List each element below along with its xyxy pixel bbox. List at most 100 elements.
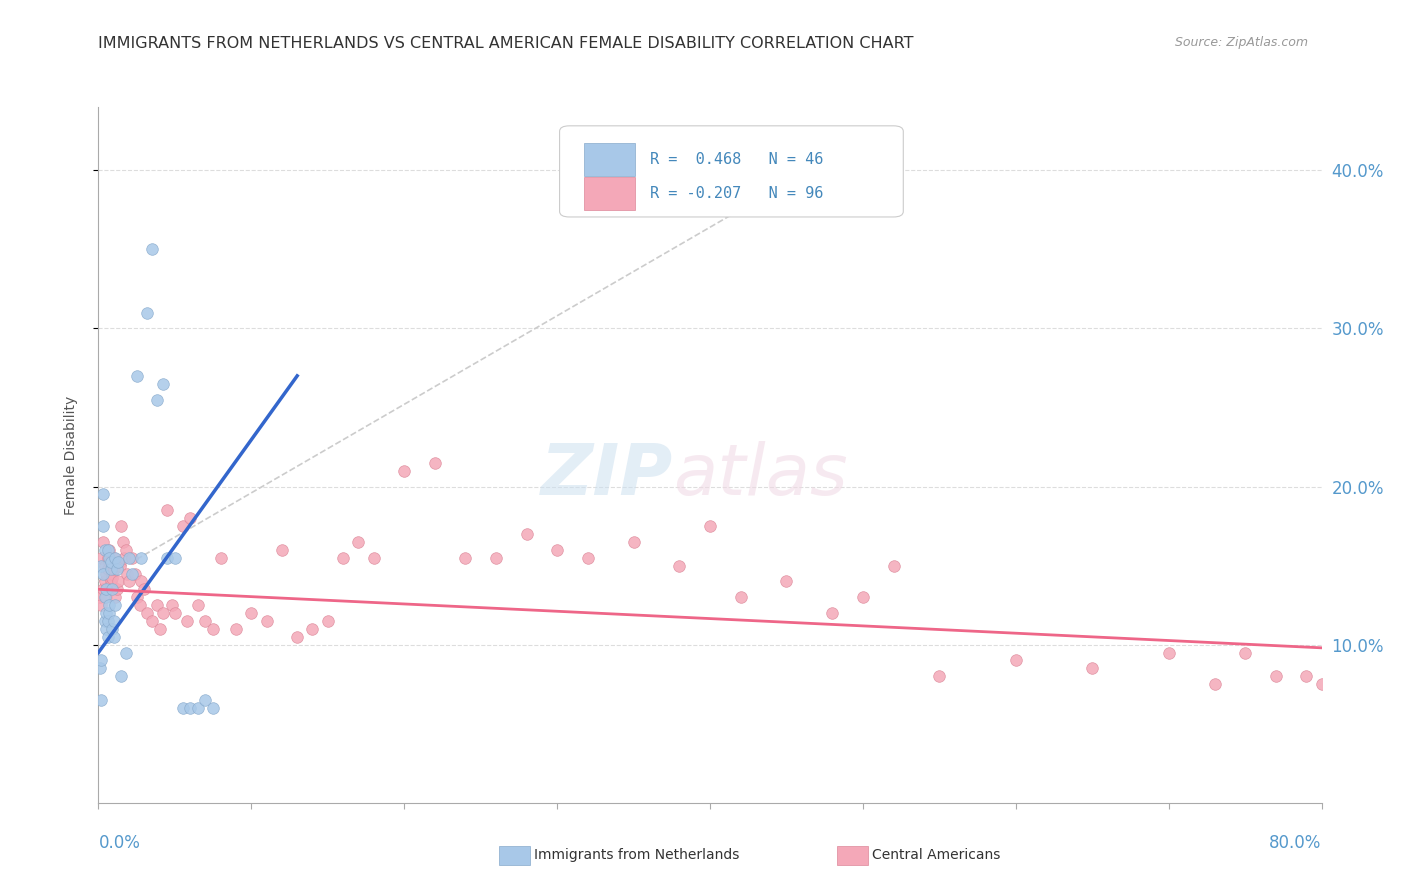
FancyBboxPatch shape <box>583 143 636 176</box>
Point <box>110 519 132 533</box>
Point <box>90 653 112 667</box>
Point <box>141 614 163 628</box>
Point <box>91 566 114 581</box>
Point <box>89 661 111 675</box>
Point <box>149 622 172 636</box>
Point <box>93 542 115 557</box>
Text: R = -0.207   N = 96: R = -0.207 N = 96 <box>650 186 824 202</box>
Point <box>100 574 122 589</box>
Point <box>97 542 120 557</box>
Text: 80.0%: 80.0% <box>1270 834 1322 852</box>
Point <box>347 534 370 549</box>
Point <box>240 606 263 620</box>
Point <box>187 598 209 612</box>
Point <box>110 669 132 683</box>
Point <box>100 562 122 576</box>
Point <box>156 503 179 517</box>
Point <box>1264 669 1286 683</box>
Point <box>821 606 844 620</box>
Point <box>202 701 225 715</box>
Point <box>202 622 225 636</box>
Point <box>1310 677 1333 691</box>
Point <box>1386 646 1406 660</box>
Point <box>576 550 599 565</box>
Point <box>141 243 163 257</box>
Point <box>103 630 125 644</box>
Point <box>103 562 125 576</box>
Point <box>101 622 124 636</box>
Point <box>332 550 354 565</box>
Point <box>118 574 141 589</box>
Text: ZIP: ZIP <box>541 442 673 510</box>
Point <box>623 534 645 549</box>
Point <box>156 550 179 565</box>
Point <box>98 606 121 620</box>
Point <box>668 558 690 573</box>
Point <box>97 630 120 644</box>
Point <box>107 556 129 570</box>
Point <box>121 566 143 581</box>
Point <box>194 614 217 628</box>
Point <box>516 527 538 541</box>
Point <box>98 556 121 570</box>
Point <box>94 582 117 597</box>
Point <box>172 701 194 715</box>
Point <box>94 591 117 605</box>
Point <box>136 305 159 319</box>
Point <box>1004 653 1026 667</box>
Point <box>316 614 339 628</box>
Point <box>108 558 131 573</box>
Point <box>1157 646 1180 660</box>
Point <box>775 574 797 589</box>
Point <box>1295 669 1317 683</box>
Point <box>928 669 950 683</box>
Text: R =  0.468   N = 46: R = 0.468 N = 46 <box>650 152 824 167</box>
Point <box>101 571 124 585</box>
Point <box>301 622 323 636</box>
Point <box>94 622 117 636</box>
Point <box>90 598 112 612</box>
Point <box>852 591 875 605</box>
Point <box>152 376 174 391</box>
Point <box>209 550 232 565</box>
Point <box>105 562 128 576</box>
Point <box>115 542 138 557</box>
Point <box>187 701 209 715</box>
Point <box>225 622 247 636</box>
Point <box>104 550 127 565</box>
Point <box>128 598 150 612</box>
Point <box>104 591 127 605</box>
Point <box>107 574 129 589</box>
Point <box>883 558 905 573</box>
Point <box>699 519 721 533</box>
FancyBboxPatch shape <box>583 178 636 211</box>
Point <box>256 614 278 628</box>
Point <box>118 550 141 565</box>
Point <box>90 693 112 707</box>
Point <box>91 534 114 549</box>
Point <box>546 542 568 557</box>
Text: atlas: atlas <box>673 442 848 510</box>
Point <box>93 591 115 605</box>
Point <box>115 646 138 660</box>
Point <box>179 511 201 525</box>
Point <box>121 550 143 565</box>
Point <box>97 550 120 565</box>
Point <box>98 550 121 565</box>
Point <box>98 598 121 612</box>
Point <box>152 606 174 620</box>
Point <box>103 614 125 628</box>
Point <box>485 550 508 565</box>
Point <box>145 598 167 612</box>
Point <box>454 550 477 565</box>
Point <box>134 582 156 597</box>
Point <box>93 614 115 628</box>
Point <box>363 550 385 565</box>
Point <box>93 558 115 573</box>
Point <box>392 464 416 478</box>
Point <box>101 582 124 597</box>
Point <box>136 606 159 620</box>
Point <box>97 614 120 628</box>
Point <box>423 456 446 470</box>
Point <box>125 368 148 383</box>
